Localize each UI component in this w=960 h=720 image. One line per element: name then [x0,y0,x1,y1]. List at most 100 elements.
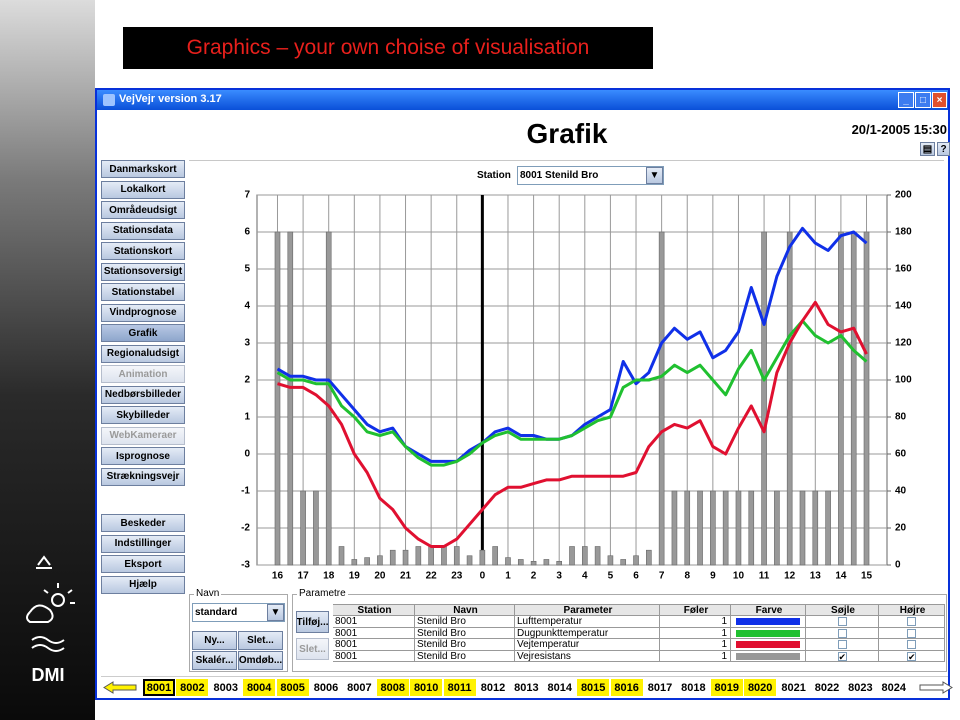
y2-tick-label: 20 [895,523,907,534]
nav-button[interactable]: Indstillinger [101,534,185,553]
station-tab[interactable]: 8014 [547,681,573,694]
station-tab[interactable]: 8002 [176,679,209,696]
y2-tick-label: 40 [895,486,907,497]
navn-panel: Navn standard ▼ Ny... Slet... Skalér... Omdøb.… [189,588,288,672]
print-button[interactable]: ▤ [920,142,935,156]
nav-button[interactable]: Regionaludsigt [101,344,185,363]
nav-button[interactable]: Beskeder [101,514,185,532]
close-button[interactable]: × [932,92,947,108]
bar [274,231,281,566]
table-cell [879,616,945,628]
station-tab[interactable]: 8006 [313,681,339,694]
station-tab[interactable]: 8016 [610,679,643,696]
station-tab[interactable]: 8004 [243,679,276,696]
nav-button[interactable]: Stationskort [101,242,185,260]
bar [774,490,780,566]
x-tick-label: 21 [400,571,412,582]
next-arrow[interactable] [919,681,953,694]
navn-combo[interactable]: standard ▼ [192,603,285,622]
checkbox[interactable] [907,628,916,638]
checkbox[interactable] [837,628,847,638]
station-tab[interactable]: 8007 [347,681,372,694]
panel-button[interactable]: Tilføj... [296,611,329,633]
nav-button[interactable]: Strækningsvejr [101,467,185,486]
timestamp: 20/1-2005 15:30 [851,122,947,137]
station-tab[interactable]: 8019 [710,679,743,696]
checkbox[interactable] [837,640,847,649]
help-button[interactable]: ? [937,142,950,156]
station-tab[interactable]: 8010 [410,679,443,696]
separator [189,160,944,161]
bar [505,557,511,566]
y-tick-label: 7 [244,190,250,201]
combo-arrow[interactable]: ▼ [267,604,284,621]
checkbox[interactable]: ✔ [907,651,916,662]
station-tab[interactable]: 8011 [443,679,476,696]
nav-button[interactable]: Danmarkskort [101,160,185,178]
y2-tick-label: 80 [895,412,907,423]
nav-button[interactable]: Hjælp [101,575,185,594]
bar [530,560,537,566]
table-cell: 1 [660,627,731,639]
nav-button[interactable]: Områdeudsigt [101,201,185,219]
table-cell [731,627,806,639]
nav-button[interactable]: Vindprognose [101,303,185,322]
nav-button[interactable]: Stationsoversigt [101,262,185,281]
station-tab[interactable]: 8012 [480,681,506,694]
station-tab[interactable]: 8024 [881,681,907,694]
bar [710,490,716,566]
table-cell: 1 [660,650,731,662]
line [277,300,868,548]
nav-button[interactable]: Isprognose [101,447,185,465]
color-swatch [736,641,800,648]
bar [850,231,857,566]
station-tab[interactable]: 8001 [143,679,175,696]
station-tab[interactable]: 8003 [213,681,239,694]
table-cell: ✔ [806,650,879,662]
x-tick-label: 23 [451,571,463,582]
nav-button[interactable]: Nedbørsbilleder [101,385,185,404]
nav-button[interactable]: Stationstabel [101,283,185,301]
x-tick-label: 11 [759,571,770,582]
maximize-button[interactable]: □ [915,92,931,108]
minimize-button[interactable]: _ [898,92,914,108]
panel-button[interactable]: Omdøb... [238,651,283,670]
table-cell: Dugpunkttemperatur [515,627,660,639]
bar [325,231,332,566]
panel-button[interactable]: Ny... [192,631,237,650]
checkbox[interactable]: ✔ [837,651,847,662]
station-tab[interactable]: 8022 [814,681,840,694]
nav-button[interactable]: Skybilleder [101,406,185,424]
station-tab[interactable]: 8015 [577,679,610,696]
station-tab[interactable]: 8018 [681,681,706,694]
table-header: Søjle [806,604,879,616]
station-tab[interactable]: 8020 [744,679,777,696]
x-tick-label: 0 [480,571,486,582]
line [276,319,868,467]
nav-button[interactable]: Lokalkort [101,180,185,199]
combo-arrow[interactable]: ▼ [646,167,663,184]
x-tick-label: 13 [810,571,822,582]
bar [338,546,345,566]
x-tick-label: 12 [784,571,796,582]
checkbox[interactable] [907,617,916,626]
nav-button[interactable]: Stationsdata [101,221,185,240]
panel-button[interactable]: Slet... [238,631,283,650]
table-cell: 1 [660,639,731,651]
nav-button[interactable]: Grafik [101,324,185,342]
x-tick-label: 14 [835,571,847,582]
station-tab[interactable]: 8017 [647,681,673,694]
panel-button[interactable]: Skalér... [192,651,237,670]
station-tab[interactable]: 8021 [781,681,806,694]
bar [863,231,870,566]
station-combo[interactable]: 8001 Stenild Bro ▼ [517,166,664,185]
nav-button[interactable]: Eksport [101,555,185,573]
station-tab[interactable]: 8008 [376,679,409,696]
checkbox[interactable] [837,617,847,626]
station-tab[interactable]: 8023 [848,681,873,694]
station-tab[interactable]: 8013 [514,681,539,694]
station-tab[interactable]: 8005 [276,679,309,696]
checkbox[interactable] [907,640,916,649]
table-header: Højre [879,604,945,616]
prev-arrow[interactable] [103,681,137,694]
